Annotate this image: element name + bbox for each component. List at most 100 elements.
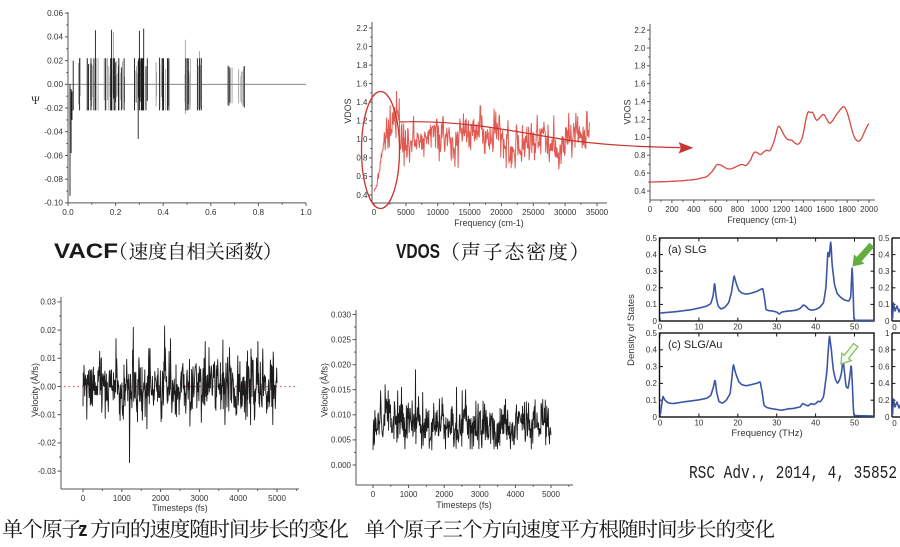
svg-text:VDOS: VDOS (343, 98, 353, 123)
svg-text:0.03: 0.03 (40, 298, 56, 307)
svg-text:40: 40 (811, 323, 820, 332)
svg-text:0.2: 0.2 (646, 284, 658, 293)
svg-text:50: 50 (850, 323, 859, 332)
svg-text:30: 30 (772, 323, 781, 332)
svg-text:4000: 4000 (507, 490, 525, 499)
svg-text:0: 0 (892, 419, 897, 428)
svg-text:1.0: 1.0 (300, 208, 312, 217)
svg-text:0.010: 0.010 (331, 411, 352, 420)
svg-text:5000: 5000 (542, 490, 560, 499)
svg-text:1.8: 1.8 (634, 62, 646, 71)
svg-text:0.4: 0.4 (646, 250, 658, 259)
svg-text:Velocity (Å/fs): Velocity (Å/fs) (320, 363, 330, 417)
svg-text:0: 0 (885, 413, 890, 422)
svg-text:5000: 5000 (397, 208, 415, 217)
svg-text:Velocity (Å/fs): Velocity (Å/fs) (30, 363, 40, 417)
svg-text:1200: 1200 (773, 205, 791, 214)
svg-text:40: 40 (811, 419, 820, 428)
svg-text:0.015: 0.015 (331, 386, 352, 395)
svg-text:Frequency (cm-1): Frequency (cm-1) (454, 218, 523, 228)
svg-text:0: 0 (81, 494, 86, 503)
svg-text:0.020: 0.020 (331, 360, 352, 369)
svg-text:0.01: 0.01 (40, 354, 56, 363)
svg-text:0.6: 0.6 (356, 172, 368, 181)
svg-text:2000: 2000 (152, 494, 170, 503)
svg-text:0.2: 0.2 (878, 284, 890, 293)
svg-text:0.8: 0.8 (253, 208, 265, 217)
svg-text:0.4: 0.4 (356, 191, 368, 200)
svg-text:1600: 1600 (816, 205, 834, 214)
svg-text:-0.02: -0.02 (38, 439, 57, 448)
svg-text:-0.10: -0.10 (44, 199, 63, 208)
svg-text:0.000: 0.000 (331, 461, 352, 470)
svg-text:3000: 3000 (191, 494, 209, 503)
svg-text:2.2: 2.2 (356, 24, 368, 33)
svg-text:0: 0 (658, 419, 663, 428)
svg-text:1000: 1000 (400, 490, 418, 499)
svg-text:Density of States: Density of States (626, 294, 637, 366)
svg-text:10: 10 (694, 323, 703, 332)
svg-text:0: 0 (885, 317, 890, 326)
svg-text:-0.01: -0.01 (38, 411, 57, 420)
svg-text:0.8: 0.8 (878, 346, 890, 355)
svg-text:1.6: 1.6 (634, 80, 646, 89)
svg-text:0.4: 0.4 (878, 250, 890, 259)
svg-text:3000: 3000 (471, 490, 489, 499)
svg-text:0.04: 0.04 (47, 33, 63, 42)
svg-text:10000: 10000 (427, 208, 450, 217)
svg-text:0: 0 (653, 413, 658, 422)
svg-text:0.2: 0.2 (110, 208, 122, 217)
svg-text:0.2: 0.2 (646, 379, 658, 388)
svg-text:200: 200 (665, 205, 679, 214)
svg-text:VDOS: VDOS (623, 99, 633, 124)
svg-text:1800: 1800 (838, 205, 856, 214)
svg-text:0.3: 0.3 (878, 267, 890, 276)
svg-text:600: 600 (709, 205, 723, 214)
svg-text:1: 1 (885, 329, 890, 338)
svg-text:0.00: 0.00 (47, 80, 63, 89)
svg-text:1.2: 1.2 (356, 117, 368, 126)
svg-text:-0.02: -0.02 (44, 104, 63, 113)
svg-text:800: 800 (731, 205, 745, 214)
svg-text:0: 0 (372, 208, 377, 217)
svg-text:(c) SLG/Au: (c) SLG/Au (668, 339, 722, 351)
svg-text:2.0: 2.0 (634, 44, 646, 53)
svg-text:0.2: 0.2 (878, 396, 890, 405)
svg-text:2000: 2000 (860, 205, 878, 214)
svg-text:0.00: 0.00 (40, 382, 56, 391)
svg-text:1.2: 1.2 (634, 115, 646, 124)
svg-text:1400: 1400 (794, 205, 812, 214)
svg-text:2.2: 2.2 (634, 26, 646, 35)
svg-text:20: 20 (733, 419, 742, 428)
svg-text:0.4: 0.4 (878, 379, 890, 388)
svg-text:0: 0 (892, 323, 897, 332)
svg-text:0: 0 (648, 205, 653, 214)
svg-text:1000: 1000 (751, 205, 769, 214)
svg-text:400: 400 (687, 205, 701, 214)
svg-text:1.4: 1.4 (634, 97, 646, 106)
svg-text:4000: 4000 (229, 494, 247, 503)
svg-text:20: 20 (733, 323, 742, 332)
svg-text:0.6: 0.6 (878, 362, 890, 371)
svg-text:0.5: 0.5 (878, 234, 890, 243)
svg-text:35000: 35000 (586, 208, 609, 217)
svg-text:25000: 25000 (522, 208, 545, 217)
svg-text:0: 0 (653, 317, 658, 326)
svg-text:VACF: VACF (54, 240, 118, 263)
svg-text:1.6: 1.6 (356, 79, 368, 88)
svg-text:0.3: 0.3 (646, 362, 658, 371)
svg-text:0: 0 (658, 323, 663, 332)
svg-text:0.5: 0.5 (646, 329, 658, 338)
svg-text:(a) SLG: (a) SLG (668, 244, 707, 256)
svg-text:0.8: 0.8 (634, 151, 646, 160)
svg-text:-0.06: -0.06 (44, 151, 63, 160)
svg-text:0.025: 0.025 (331, 335, 352, 344)
svg-text:0.1: 0.1 (646, 396, 658, 405)
svg-text:30000: 30000 (554, 208, 577, 217)
svg-text:VDOS: VDOS (396, 240, 440, 263)
svg-text:Timesteps (fs): Timesteps (fs) (436, 500, 491, 510)
svg-text:0.030: 0.030 (331, 310, 352, 319)
svg-text:1.8: 1.8 (356, 61, 368, 70)
svg-text:0.06: 0.06 (47, 9, 63, 18)
svg-text:1.4: 1.4 (356, 98, 368, 107)
